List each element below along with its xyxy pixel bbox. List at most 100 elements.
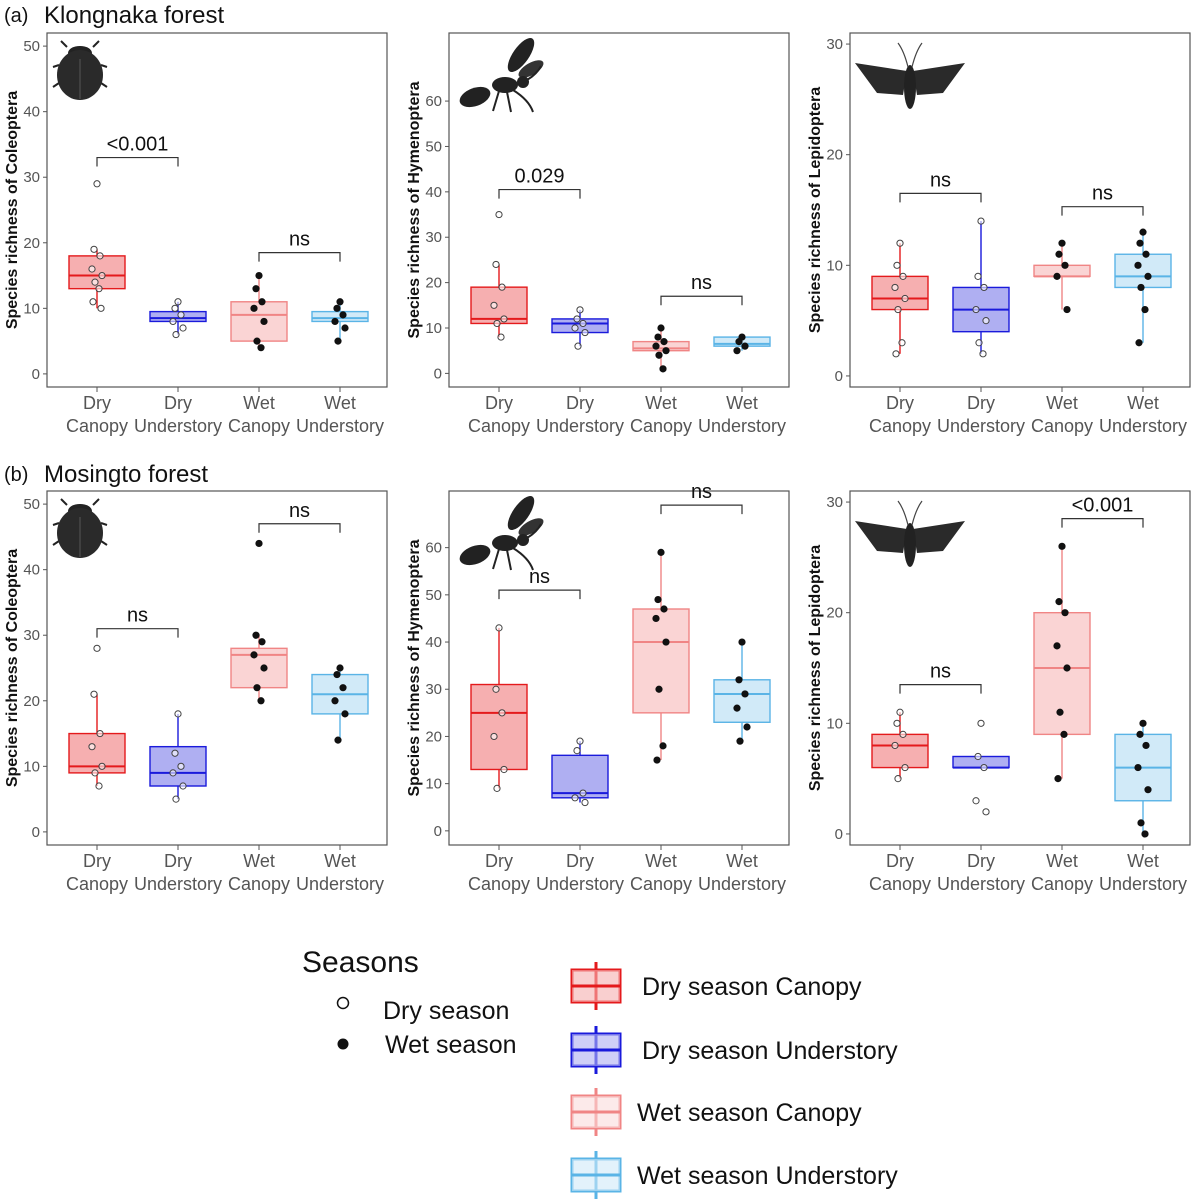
- plot-area: [448, 32, 790, 388]
- data-point: [892, 350, 900, 358]
- x-tick-label-line1: Dry: [485, 851, 513, 871]
- x-tick-label-line2: Understory: [1099, 416, 1187, 436]
- box-dry-canopy: [470, 210, 528, 341]
- data-point: [899, 272, 907, 280]
- panel-3: 0 10 20 30 Species richness of Lepidoptera Dr…: [807, 32, 1191, 436]
- y-tick-label: 50: [23, 496, 40, 513]
- x-tick-label-line2: Understory: [134, 874, 222, 894]
- data-point: [743, 723, 751, 731]
- data-point: [1061, 261, 1069, 269]
- data-point: [333, 670, 341, 679]
- y-tick-label: 50: [23, 38, 40, 55]
- data-point: [579, 319, 587, 328]
- moth-antennae: [897, 500, 923, 526]
- box-iqr: [871, 275, 929, 311]
- data-point: [893, 261, 901, 269]
- y-tick-label: 30: [826, 36, 843, 53]
- data-point: [654, 595, 662, 604]
- data-point: [1058, 542, 1066, 550]
- x-tick-label-line2: Canopy: [869, 416, 931, 436]
- data-point: [1142, 250, 1150, 258]
- data-point: [493, 319, 501, 328]
- legend-box-keys: [570, 962, 622, 1199]
- data-point: [88, 265, 96, 273]
- legend-dry-understory-label: Dry season Understory: [642, 1037, 898, 1065]
- x-tick-label-line1: Dry: [83, 851, 111, 871]
- data-point: [1137, 283, 1145, 292]
- wasp-abdomen: [459, 544, 491, 566]
- legend-dry-season-label: Dry season: [383, 997, 509, 1025]
- data-point: [980, 283, 988, 292]
- box-dry-understory: [149, 710, 207, 803]
- plot-area: [46, 32, 388, 388]
- wasp-thorax: [492, 77, 518, 93]
- y-tick-label: 0: [835, 826, 843, 843]
- legend-box-key-dry-canopy: [570, 962, 622, 1010]
- data-point: [972, 797, 980, 805]
- box-dry-understory: [952, 217, 1010, 358]
- data-point: [258, 638, 266, 646]
- y-tick-label: 10: [23, 300, 40, 317]
- y-axis-label: Species richness of Coleoptera: [4, 549, 21, 787]
- data-point: [974, 752, 982, 761]
- data-point: [662, 347, 670, 355]
- data-point: [657, 324, 665, 332]
- box-dry-canopy: [871, 239, 929, 358]
- data-point: [336, 298, 344, 306]
- data-point: [977, 719, 985, 727]
- x-tick-label-line1: Dry: [566, 851, 594, 871]
- wasp-thorax: [492, 535, 518, 551]
- data-point: [1056, 708, 1064, 716]
- box-dry-canopy: [470, 624, 528, 792]
- data-point: [172, 795, 180, 803]
- data-point: [733, 347, 741, 355]
- legend-box-key-wet-canopy: [570, 1088, 622, 1136]
- significance-bracket: ns: [258, 500, 341, 533]
- box-dry-understory: [149, 298, 207, 339]
- data-point: [253, 684, 261, 692]
- data-point: [893, 719, 901, 727]
- wasp-icon: [459, 37, 544, 113]
- moth-wing-right: [913, 521, 965, 553]
- bracket-line: [258, 523, 341, 533]
- y-axis-label: Species richness of Lepidoptera: [807, 545, 824, 791]
- y-tick-label: 10: [425, 320, 442, 337]
- y-axis-label: Species richness of Hymenoptera: [406, 539, 423, 796]
- wasp-wing-upper: [507, 37, 535, 73]
- moth-body: [904, 65, 916, 109]
- data-point: [977, 217, 985, 225]
- data-point: [1135, 339, 1143, 347]
- data-point: [1055, 250, 1063, 258]
- panel-1: 0 10 20 30 40 50 Species richness of Coleopter…: [4, 32, 388, 436]
- data-point: [1141, 830, 1149, 838]
- data-point: [896, 239, 904, 247]
- x-tick-label-line2: Canopy: [468, 874, 530, 894]
- data-point: [493, 784, 501, 792]
- x-tick-label-line2: Understory: [1099, 874, 1187, 894]
- data-point: [169, 769, 177, 777]
- x-tick-label-line2: Canopy: [66, 874, 128, 894]
- box-wet-understory: [311, 664, 369, 744]
- significance-label: ns: [529, 566, 550, 588]
- x-tick-label-line2: Understory: [698, 416, 786, 436]
- data-point: [581, 798, 589, 807]
- data-point: [95, 285, 103, 293]
- data-point: [1139, 228, 1147, 236]
- x-tick-label-line2: Understory: [536, 874, 624, 894]
- y-tick-label: 20: [826, 147, 843, 164]
- significance-label: ns: [289, 229, 310, 251]
- moth-icon: [855, 42, 965, 109]
- significance-bracket: ns: [899, 661, 982, 694]
- data-point: [331, 697, 339, 705]
- data-point: [1134, 763, 1142, 772]
- data-point: [741, 342, 749, 350]
- x-tick-label-line2: Canopy: [468, 416, 530, 436]
- data-point: [169, 317, 177, 326]
- data-point: [980, 763, 988, 772]
- x-tick-label-line1: Dry: [83, 393, 111, 413]
- row-b-title: Mosingto forest: [44, 461, 208, 488]
- data-point: [982, 808, 990, 816]
- data-point: [179, 782, 187, 790]
- box-dry-understory: [551, 737, 609, 807]
- data-point: [652, 614, 660, 623]
